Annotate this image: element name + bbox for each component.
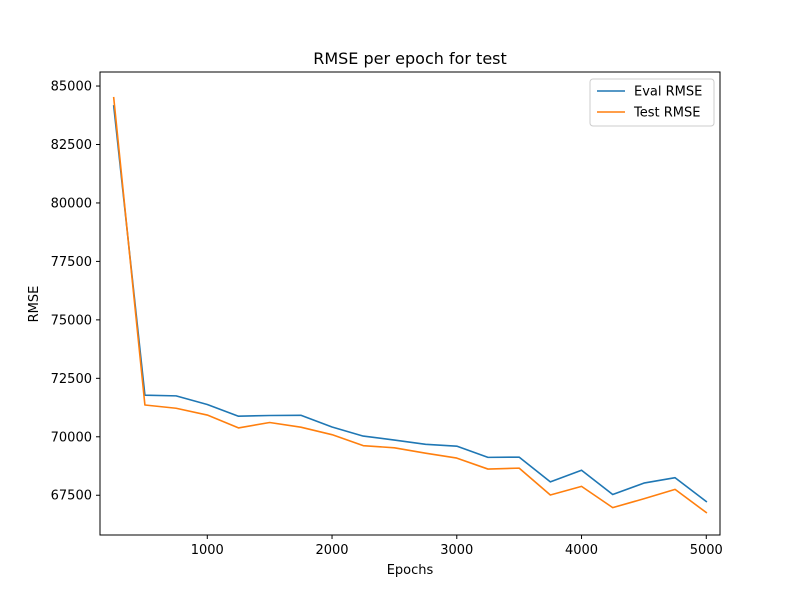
y-tick-label: 80000 [51,196,92,211]
y-axis: 67500 70000 72500 75000 77500 80000 82500 85000 [51,80,100,504]
series-layer [112,96,708,514]
x-axis: 1000 2000 3000 4000 5000 [191,535,723,558]
series-line-test-rmse [112,96,708,514]
x-tick-label: 4000 [565,543,598,558]
x-tick-label: 5000 [690,543,723,558]
y-tick-label: 72500 [51,372,92,387]
y-tick-label: 70000 [51,430,92,445]
y-tick-label: 82500 [51,138,92,153]
series-line-eval-rmse [112,105,708,503]
legend-label: Test RMSE [633,106,700,121]
legend: Eval RMSE Test RMSE [589,78,715,127]
legend-label: Eval RMSE [634,85,702,100]
y-tick-label: 67500 [51,489,92,504]
x-tick-label: 1000 [191,543,224,558]
chart-title: RMSE per epoch for test [313,49,507,68]
x-tick-label: 3000 [440,543,473,558]
y-tick-label: 75000 [51,313,92,328]
x-tick-label: 2000 [315,543,348,558]
y-tick-label: 85000 [51,80,92,95]
y-tick-label: 77500 [51,255,92,270]
x-axis-title: Epochs [387,563,434,578]
plot-frame [99,71,721,536]
y-axis-title: RMSE [27,286,42,323]
